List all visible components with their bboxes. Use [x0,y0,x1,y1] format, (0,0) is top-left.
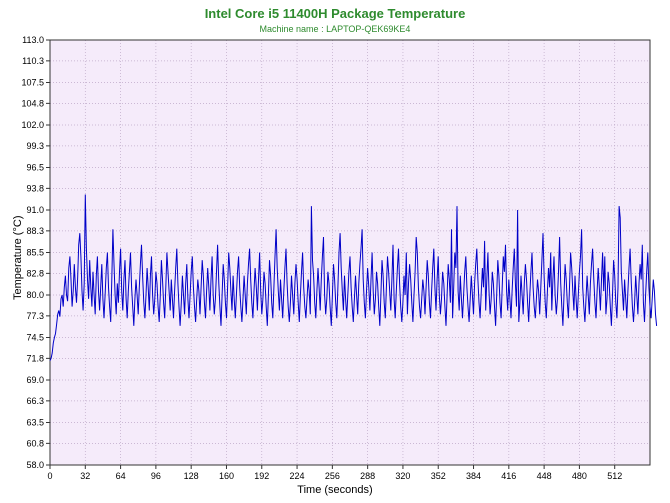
svg-text:288: 288 [360,471,375,481]
svg-text:192: 192 [254,471,269,481]
svg-text:160: 160 [219,471,234,481]
svg-text:85.5: 85.5 [26,248,44,258]
svg-text:102.0: 102.0 [21,120,44,130]
svg-text:99.3: 99.3 [26,141,44,151]
svg-text:96: 96 [151,471,161,481]
svg-text:58.0: 58.0 [26,460,44,470]
svg-text:80.0: 80.0 [26,290,44,300]
svg-text:88.3: 88.3 [26,226,44,236]
svg-text:107.5: 107.5 [21,78,44,88]
svg-text:384: 384 [466,471,481,481]
chart-container: Intel Core i5 11400H Package Temperature… [0,0,670,503]
x-axis-title: Time (seconds) [0,484,670,496]
svg-text:66.3: 66.3 [26,396,44,406]
svg-text:320: 320 [395,471,410,481]
svg-text:60.8: 60.8 [26,438,44,448]
svg-text:104.8: 104.8 [21,98,44,108]
svg-text:110.3: 110.3 [22,56,44,66]
svg-text:77.3: 77.3 [26,311,44,321]
svg-text:512: 512 [607,471,622,481]
svg-text:480: 480 [572,471,587,481]
svg-text:0: 0 [47,471,52,481]
svg-text:63.5: 63.5 [26,418,44,428]
svg-text:352: 352 [431,471,446,481]
svg-text:256: 256 [325,471,340,481]
svg-text:64: 64 [116,471,126,481]
svg-text:128: 128 [184,471,199,481]
chart-subtitle: Machine name : LAPTOP-QEK69KE4 [0,24,670,34]
y-axis-title: Temperature (°C) [12,216,24,300]
svg-text:74.5: 74.5 [26,333,44,343]
svg-text:82.8: 82.8 [26,268,44,278]
svg-text:224: 224 [290,471,305,481]
svg-text:69.0: 69.0 [26,375,44,385]
svg-text:91.0: 91.0 [26,205,44,215]
svg-text:93.8: 93.8 [26,183,44,193]
svg-text:448: 448 [537,471,552,481]
chart-title: Intel Core i5 11400H Package Temperature [0,6,670,21]
chart-svg: 0 32 64 96 128 160 192 224 256 288 320 352 384 416 448… [0,0,670,503]
svg-text:96.5: 96.5 [26,163,44,173]
svg-text:416: 416 [501,471,516,481]
svg-text:71.8: 71.8 [26,353,44,363]
svg-text:32: 32 [80,471,90,481]
svg-text:113.0: 113.0 [22,35,44,45]
